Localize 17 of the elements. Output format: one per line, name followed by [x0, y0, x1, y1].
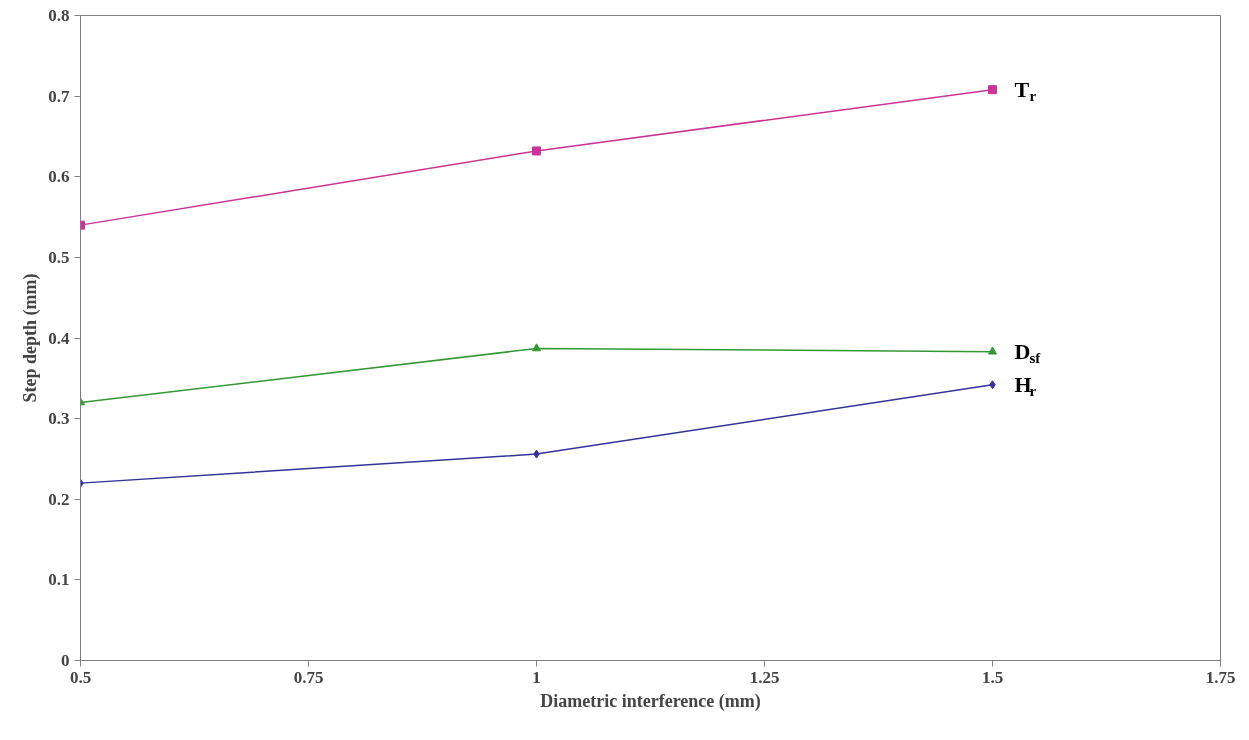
- x-tick-label: 1.75: [1205, 667, 1236, 687]
- y-tick-label: 0.4: [48, 328, 70, 348]
- x-axis-title: Diametric interference (mm): [540, 690, 761, 712]
- x-tick-label: 1.25: [749, 667, 780, 687]
- x-tick-label: 1: [532, 667, 541, 687]
- y-tick-label: 0.6: [48, 167, 70, 187]
- y-tick-label: 0.2: [48, 489, 70, 509]
- x-tick-label: 1.5: [981, 667, 1004, 687]
- y-tick-label: 0.3: [48, 409, 70, 429]
- y-tick-label: 0.5: [48, 247, 70, 267]
- y-tick-label: 0.1: [48, 570, 70, 590]
- y-axis-title: Step depth (mm): [20, 273, 42, 403]
- y-tick-label: 0.8: [48, 6, 70, 25]
- x-tick-label: 0.5: [69, 667, 92, 687]
- y-tick-label: 0: [61, 651, 70, 670]
- x-tick-label: 0.75: [293, 667, 324, 687]
- y-tick-label: 0.7: [48, 86, 70, 106]
